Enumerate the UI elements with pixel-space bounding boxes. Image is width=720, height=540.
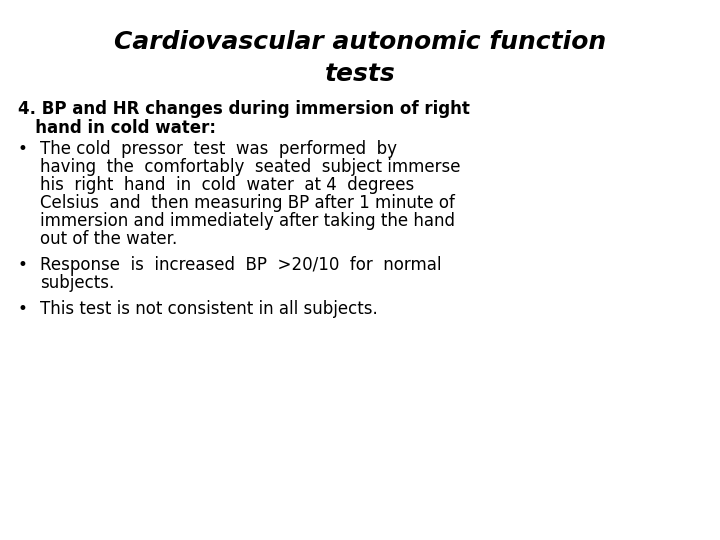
Text: •: • xyxy=(18,256,28,274)
Text: Response  is  increased  BP  >20/10  for  normal: Response is increased BP >20/10 for norm… xyxy=(40,256,441,274)
Text: This test is not consistent in all subjects.: This test is not consistent in all subje… xyxy=(40,300,378,318)
Text: Celsius  and  then measuring BP after 1 minute of: Celsius and then measuring BP after 1 mi… xyxy=(40,194,455,212)
Text: •: • xyxy=(18,140,28,158)
Text: tests: tests xyxy=(325,62,395,86)
Text: immersion and immediately after taking the hand: immersion and immediately after taking t… xyxy=(40,212,455,230)
Text: having  the  comfortably  seated  subject immerse: having the comfortably seated subject im… xyxy=(40,158,461,176)
Text: subjects.: subjects. xyxy=(40,274,114,292)
Text: hand in cold water:: hand in cold water: xyxy=(18,119,216,137)
Text: •: • xyxy=(18,300,28,318)
Text: his  right  hand  in  cold  water  at 4  degrees: his right hand in cold water at 4 degree… xyxy=(40,176,414,194)
Text: Cardiovascular autonomic function: Cardiovascular autonomic function xyxy=(114,30,606,54)
Text: The cold  pressor  test  was  performed  by: The cold pressor test was performed by xyxy=(40,140,397,158)
Text: out of the water.: out of the water. xyxy=(40,230,177,248)
Text: 4. BP and HR changes during immersion of right: 4. BP and HR changes during immersion of… xyxy=(18,100,470,118)
